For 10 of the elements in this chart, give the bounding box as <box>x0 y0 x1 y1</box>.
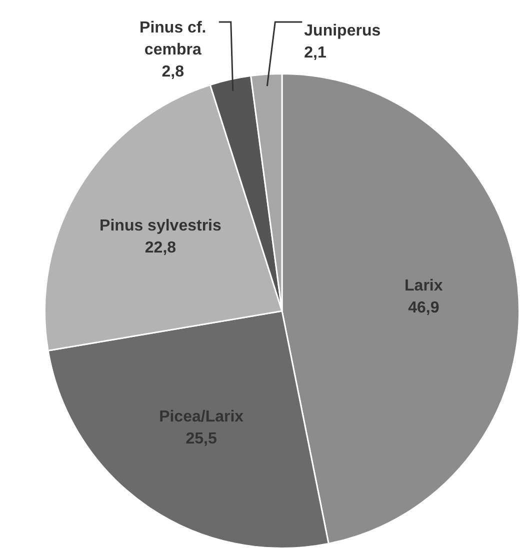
slice-label: Juniperus <box>304 22 381 40</box>
data-label: 2,8 <box>162 63 184 80</box>
slice-label: Picea/Larix <box>159 408 244 426</box>
data-label: 2,1 <box>304 44 326 62</box>
slice-label: Larix <box>404 277 443 294</box>
data-label: 25,5 <box>186 430 217 448</box>
slice-label: Pinus sylvestris <box>100 217 222 234</box>
slice-label: Pinus cf. cembra <box>140 19 206 58</box>
data-label: 46,9 <box>408 299 440 316</box>
data-label: 22,8 <box>144 239 176 256</box>
